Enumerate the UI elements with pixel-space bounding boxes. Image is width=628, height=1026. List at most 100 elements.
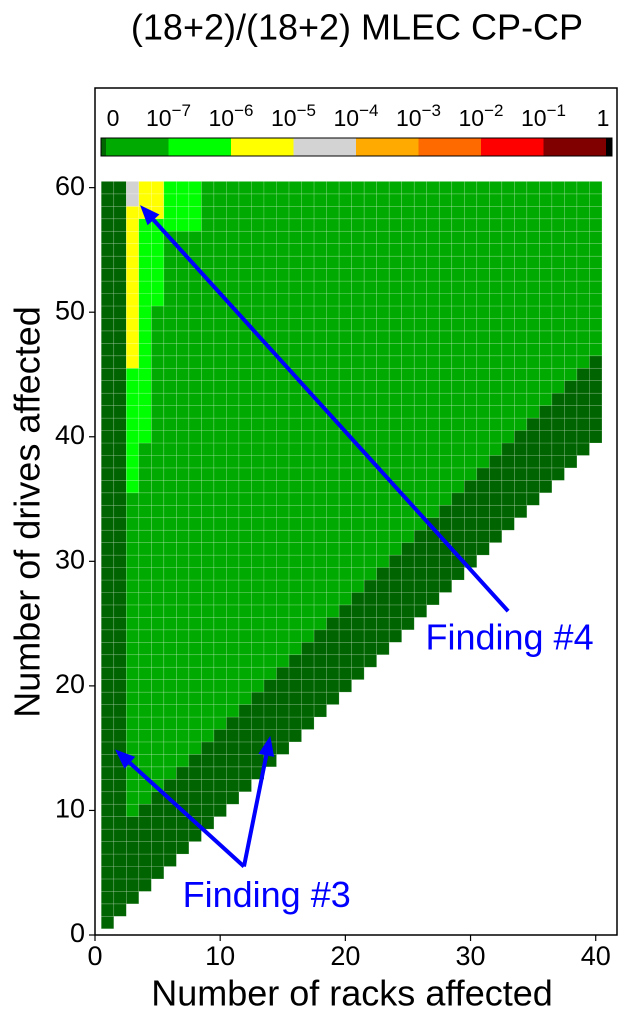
- heatmap-cell: [338, 330, 352, 344]
- heatmap-cell: [438, 255, 453, 269]
- heatmap-cell: [176, 330, 190, 344]
- heatmap-cell: [363, 268, 377, 282]
- heatmap-cell: [376, 629, 390, 643]
- heatmap-cell: [125, 230, 140, 244]
- heatmap-cell: [489, 467, 503, 481]
- heatmap-cell: [438, 392, 453, 406]
- heatmap-cell: [489, 380, 503, 394]
- heatmap-cell: [301, 455, 315, 469]
- heatmap-cell: [226, 741, 240, 755]
- heatmap-cell: [151, 293, 165, 307]
- colorbar-label: 10−4: [334, 101, 379, 131]
- heatmap-cell: [326, 243, 340, 257]
- heatmap-cell: [163, 729, 177, 743]
- heatmap-cell: [100, 554, 115, 568]
- heatmap-cell: [125, 181, 140, 195]
- heatmap-cell: [238, 641, 252, 656]
- heatmap-cell: [201, 480, 215, 494]
- heatmap-cell: [263, 193, 277, 207]
- heatmap-cell: [451, 206, 465, 220]
- heatmap-cell: [301, 343, 315, 357]
- heatmap-cell: [251, 417, 265, 431]
- heatmap-cell: [213, 255, 227, 269]
- heatmap-cell: [351, 467, 365, 481]
- heatmap-cell: [376, 343, 390, 357]
- heatmap-cell: [226, 392, 240, 406]
- heatmap-cell: [301, 318, 315, 332]
- heatmap-cell: [388, 629, 402, 643]
- heatmap-cell: [188, 542, 202, 556]
- heatmap-cell: [526, 380, 540, 394]
- heatmap-cell: [100, 405, 115, 419]
- heatmap-cell: [589, 268, 603, 282]
- heatmap-cell: [213, 629, 227, 643]
- heatmap-cell: [163, 268, 177, 282]
- heatmap-cell: [226, 280, 240, 294]
- heatmap-cell: [338, 206, 352, 220]
- heatmap-cell: [363, 305, 377, 319]
- heatmap-cell: [113, 816, 127, 830]
- heatmap-cell: [100, 455, 115, 469]
- heatmap-cell: [163, 816, 177, 830]
- heatmap-cell: [151, 255, 165, 269]
- heatmap-cell: [213, 716, 227, 730]
- heatmap-cell: [100, 579, 115, 593]
- heatmap-cell: [188, 293, 202, 307]
- heatmap-cell: [226, 330, 240, 344]
- heatmap-cell: [401, 380, 415, 394]
- heatmap-cell: [263, 567, 277, 581]
- heatmap-cell: [313, 367, 327, 382]
- heatmap-cell: [376, 193, 390, 207]
- heatmap-cell: [113, 641, 127, 656]
- heatmap-cell: [138, 803, 152, 817]
- heatmap-cell: [213, 181, 227, 195]
- heatmap-cell: [201, 729, 215, 743]
- heatmap-cell: [338, 504, 352, 519]
- heatmap-cell: [213, 666, 227, 680]
- heatmap-cell: [251, 517, 265, 531]
- heatmap-cell: [526, 430, 540, 444]
- heatmap-cell: [426, 455, 440, 469]
- heatmap-cell: [313, 504, 327, 519]
- heatmap-cell: [326, 617, 340, 631]
- heatmap-cell: [113, 230, 127, 244]
- heatmap-cell: [451, 405, 465, 419]
- heatmap-cell: [138, 542, 152, 556]
- heatmap-cell: [451, 430, 465, 444]
- heatmap-cell: [176, 716, 190, 730]
- heatmap-cell: [263, 417, 277, 431]
- heatmap-cell: [551, 230, 565, 244]
- heatmap-cell: [351, 280, 365, 294]
- heatmap-cell: [226, 604, 240, 618]
- heatmap-cell: [188, 480, 202, 494]
- heatmap-cell: [113, 517, 127, 531]
- heatmap-cell: [376, 181, 390, 195]
- heatmap-cell: [313, 542, 327, 556]
- heatmap-cell: [176, 430, 190, 444]
- annotation-arrow: [242, 754, 269, 867]
- heatmap-cell: [426, 405, 440, 419]
- heatmap-cell: [413, 417, 428, 431]
- heatmap-cell: [489, 405, 503, 419]
- heatmap-cell: [476, 330, 490, 344]
- heatmap-cell: [301, 206, 315, 220]
- heatmap-cell: [251, 604, 265, 618]
- heatmap-cell: [263, 455, 277, 469]
- heatmap-cell: [489, 455, 503, 469]
- heatmap-cell: [201, 305, 215, 319]
- heatmap-cell: [276, 442, 290, 456]
- heatmap-cell: [301, 330, 315, 344]
- heatmap-cell: [564, 455, 578, 469]
- heatmap-cell: [138, 654, 152, 668]
- heatmap-cell: [451, 380, 465, 394]
- heatmap-cell: [226, 754, 240, 768]
- heatmap-cell: [313, 629, 327, 643]
- heatmap-cell: [125, 455, 140, 469]
- heatmap-cell: [351, 517, 365, 531]
- heatmap-cell: [263, 181, 277, 195]
- heatmap-cell: [151, 853, 165, 867]
- heatmap-cell: [226, 343, 240, 357]
- heatmap-cell: [564, 430, 578, 444]
- heatmap-cell: [288, 579, 302, 593]
- heatmap-cell: [338, 442, 352, 456]
